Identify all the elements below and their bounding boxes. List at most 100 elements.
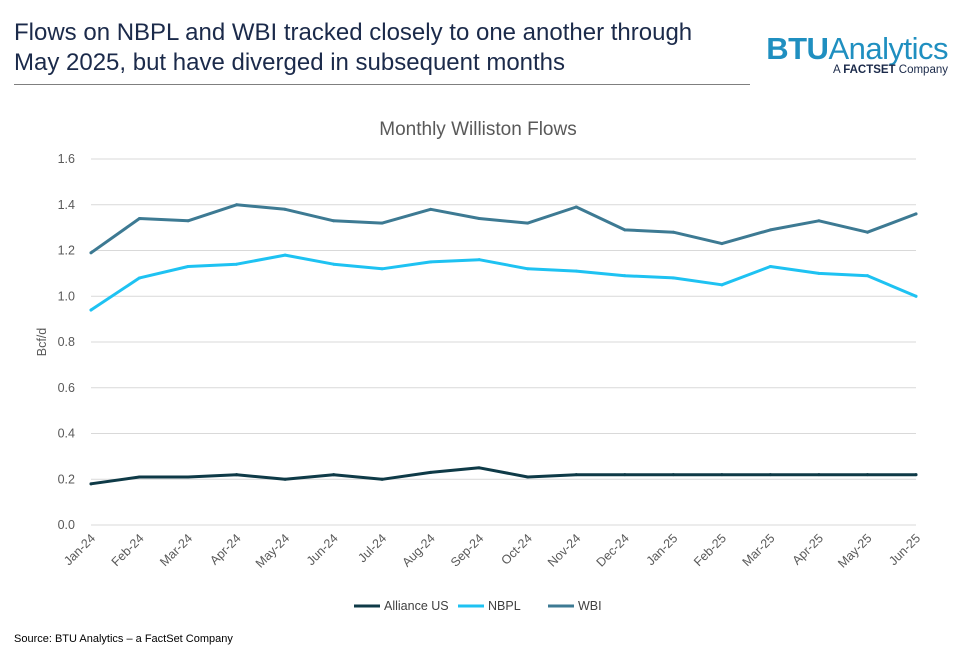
data-point [817, 219, 821, 223]
brand-sub-rest: Company [898, 64, 948, 76]
y-tick-label: 1.4 [58, 198, 75, 212]
data-point [865, 473, 869, 477]
data-point [477, 466, 481, 470]
x-tick-label: Jul-24 [355, 531, 389, 565]
data-point [138, 276, 142, 280]
data-point [574, 269, 578, 273]
data-point [283, 253, 287, 257]
legend-item: WBI [548, 599, 602, 613]
y-axis-ticks: 0.0 0.2 0.4 0.6 0.8 1.0 1.2 1.4 1.6 [58, 152, 75, 532]
x-tick-label: Aug-24 [399, 531, 437, 569]
chart-title: Monthly Williston Flows [379, 119, 576, 140]
x-tick-label: Apr-25 [790, 531, 826, 567]
brand-name-rest: Analytics [828, 31, 948, 66]
data-point [817, 271, 821, 275]
x-tick-label: Apr-24 [207, 531, 243, 567]
series-lines [89, 203, 918, 486]
data-point [768, 228, 772, 232]
data-point [89, 482, 93, 486]
y-tick-label: 0.6 [58, 381, 75, 395]
data-point [138, 216, 142, 220]
legend-item: Alliance US [354, 599, 449, 613]
data-point [526, 475, 530, 479]
legend-label: WBI [578, 599, 602, 613]
data-point [720, 473, 724, 477]
x-tick-label: May-25 [835, 531, 874, 570]
brand-sub-prefix: A [832, 64, 840, 76]
title-divider [14, 84, 750, 85]
data-point [671, 473, 675, 477]
data-point [429, 470, 433, 474]
data-point [332, 262, 336, 266]
data-point [914, 212, 918, 216]
data-point [235, 473, 239, 477]
data-point [671, 230, 675, 234]
data-point [914, 473, 918, 477]
data-point [477, 258, 481, 262]
brand-sub-bold: FACTSET [843, 64, 896, 76]
x-tick-label: Jan-25 [644, 531, 681, 568]
data-point [526, 221, 530, 225]
data-point [429, 207, 433, 211]
x-tick-label: Mar-25 [740, 531, 778, 569]
legend-label: Alliance US [384, 599, 449, 613]
data-point [768, 265, 772, 269]
series-nbpl [89, 253, 918, 312]
x-tick-label: Jun-25 [886, 531, 923, 568]
y-tick-label: 0.4 [58, 427, 75, 441]
data-point [720, 242, 724, 246]
data-point [89, 308, 93, 312]
x-tick-label: Jan-24 [61, 531, 98, 568]
y-tick-label: 1.6 [58, 152, 75, 166]
x-tick-label: Nov-24 [545, 531, 583, 569]
y-tick-label: 1.0 [58, 289, 75, 303]
source-note: Source: BTU Analytics – a FactSet Compan… [14, 633, 233, 645]
data-point [623, 274, 627, 278]
data-point [186, 219, 190, 223]
x-tick-label: Feb-24 [109, 531, 147, 569]
data-point [380, 221, 384, 225]
series-line [89, 466, 918, 486]
data-point [671, 276, 675, 280]
data-point [623, 473, 627, 477]
x-tick-label: Mar-24 [157, 531, 195, 569]
gridlines [91, 158, 916, 526]
data-point [186, 265, 190, 269]
x-tick-label: Dec-24 [594, 531, 632, 569]
brand-logo: BTUAnalytics A FACTSET Company [766, 31, 948, 77]
data-point [429, 260, 433, 264]
series-line [89, 253, 918, 312]
series-line [89, 203, 918, 255]
data-point [186, 475, 190, 479]
x-tick-label: May-24 [253, 531, 292, 570]
legend-item: NBPL [458, 599, 521, 613]
legend-label: NBPL [488, 599, 521, 613]
data-point [235, 262, 239, 266]
data-point [380, 477, 384, 481]
x-tick-label: Feb-25 [691, 531, 729, 569]
y-tick-label: 0.8 [58, 335, 75, 349]
brand-name-bold: BTU [766, 31, 829, 66]
y-tick-label: 1.2 [58, 244, 75, 258]
data-point [332, 473, 336, 477]
data-point [574, 205, 578, 209]
data-point [865, 230, 869, 234]
x-tick-label: Oct-24 [498, 531, 534, 567]
x-tick-label: Sep-24 [448, 531, 486, 569]
series-wbi [89, 203, 918, 255]
x-axis-ticks: Jan-24 Feb-24 Mar-24 Apr-24 May-24 Jun-24 Jul-… [61, 531, 923, 570]
data-point [865, 274, 869, 278]
data-point [283, 207, 287, 211]
x-tick-label: Jun-24 [304, 531, 341, 568]
data-point [526, 267, 530, 271]
data-point [380, 267, 384, 271]
data-point [817, 473, 821, 477]
data-point [235, 203, 239, 207]
data-point [283, 477, 287, 481]
data-point [914, 294, 918, 298]
legend: Alliance US NBPL WBI [354, 599, 602, 613]
data-point [138, 475, 142, 479]
page-title: Flows on NBPL and WBI tracked closely to… [14, 19, 693, 76]
data-point [623, 228, 627, 232]
